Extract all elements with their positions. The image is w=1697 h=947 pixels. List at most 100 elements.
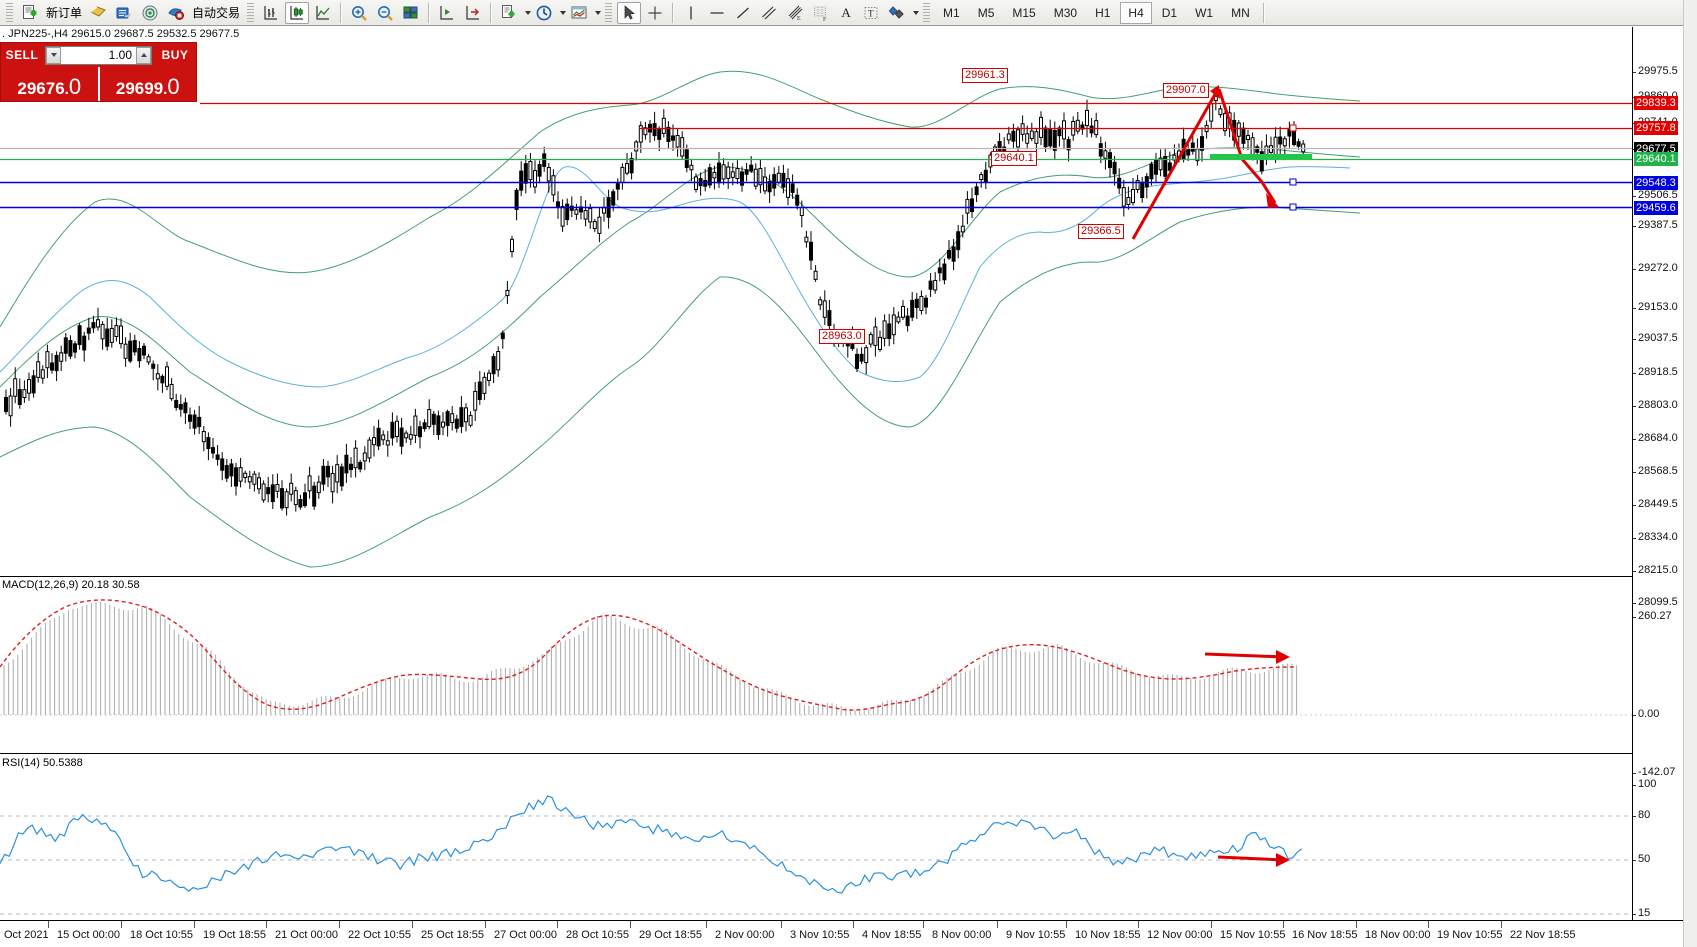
autoscroll-icon[interactable] [435,2,459,24]
shapes-icon[interactable] [885,2,909,24]
zoom-in-icon[interactable] [347,2,371,24]
templates-dropdown-caret[interactable] [525,10,532,15]
timeframe-m15[interactable]: M15 [1012,5,1036,20]
label-icon[interactable]: T [859,2,883,24]
trendline-icon[interactable] [731,2,755,24]
volume-stepper[interactable]: 1.00 [45,45,152,65]
vertical-scrollbar[interactable] [1683,0,1697,947]
volume-increment-button[interactable] [136,46,151,64]
timeframe-h1[interactable]: H1 [1095,5,1111,20]
timeframe-w1[interactable]: W1 [1195,5,1214,20]
macd-tick-2: -142.07 [1633,766,1675,778]
sell-order-tag[interactable]: 29757.8 [1634,121,1678,135]
volume-decrement-button[interactable] [46,46,61,64]
time-label-5: 22 Oct 10:55 [348,929,411,941]
fibonacci-icon[interactable]: E [783,2,807,24]
timeframe-m5[interactable]: M5 [977,5,995,20]
one-click-trading-panel[interactable]: SELL 1.00 BUY 29676 . 0 29699 . 0 [0,42,197,102]
rsi-indicator-label[interactable]: RSI(14) 50.5388 [2,757,83,769]
buy-button[interactable]: BUY [161,48,189,62]
chart-shift-icon[interactable] [461,2,485,24]
cursor-icon[interactable] [617,1,642,24]
sell-button[interactable]: SELL [5,48,39,62]
time-label-14: 9 Nov 10:55 [1006,929,1066,941]
time-label-9: 29 Oct 18:55 [639,929,702,941]
price-tick-4: 29506.5 [1633,189,1678,201]
equidistant-channel-icon[interactable] [757,2,781,24]
time-tick-8 [557,921,558,928]
time-label-16: 12 Nov 00:00 [1147,929,1213,941]
toolbar-separator-5 [1262,2,1265,23]
resistance-line-tag[interactable]: 29839.3 [1634,96,1678,110]
annotation-28963[interactable]: 28963.0 [819,329,865,344]
chart-area[interactable]: 29961.3 29907.0 29640.1 29366.5 28963.0 … [0,27,1697,947]
buy-price[interactable]: 29699 . 0 [100,67,197,101]
text-icon[interactable]: A [841,4,851,20]
zoom-out-icon[interactable] [373,2,397,24]
annotation-29366[interactable]: 29366.5 [1078,224,1124,239]
time-axis[interactable]: Oct 2021 15 Oct 00:00 18 Oct 10:55 19 Oct 1… [0,920,1697,947]
toolbar-grip-3[interactable] [605,2,613,23]
time-tick-13 [923,921,924,928]
macd-indicator-label[interactable]: MACD(12,26,9) 20.18 30.58 [2,579,140,591]
time-label-8: 28 Oct 10:55 [566,929,629,941]
timeframe-d1[interactable]: D1 [1161,5,1178,20]
price-tick-14: 28334.0 [1633,531,1678,543]
time-tick-2 [121,921,122,928]
rsi-tick-0: 100 [1633,778,1656,790]
signals-icon[interactable] [138,2,162,24]
time-label-20: 19 Nov 10:55 [1437,929,1503,941]
toolbar-grip-2[interactable] [247,2,255,23]
time-label-1: 15 Oct 00:00 [57,929,120,941]
macd-pane[interactable] [0,578,1632,753]
timeframe-mn[interactable]: MN [1231,5,1250,20]
shapes-dropdown-caret[interactable] [913,10,920,15]
new-order-label[interactable]: 新订单 [46,6,83,20]
crosshair-icon[interactable] [643,2,667,24]
auto-trading-label[interactable]: 自动交易 [192,6,241,20]
hline-icon[interactable] [705,2,729,24]
timeframe-h4[interactable]: H4 [1120,1,1152,24]
expert-advisors-icon[interactable] [86,2,110,24]
toolbar-grip-4[interactable] [923,2,931,23]
templates-icon[interactable] [497,2,521,24]
time-label-19: 18 Nov 00:00 [1365,929,1431,941]
annotation-29907[interactable]: 29907.0 [1163,83,1209,98]
rsi-pane[interactable] [0,755,1632,920]
sell-price[interactable]: 29676 . 0 [1,67,98,101]
rsi-tick-3: 15 [1633,907,1650,919]
auto-trading-icon[interactable] [164,2,188,24]
indicators-icon[interactable] [567,2,591,24]
price-pane[interactable] [0,27,1632,577]
data-window-icon[interactable] [112,2,136,24]
time-label-6: 25 Oct 18:55 [421,929,484,941]
time-tick-12 [853,921,854,928]
time-label-17: 15 Nov 10:55 [1220,929,1286,941]
time-tick-15 [1066,921,1067,928]
new-order-icon[interactable] [18,2,42,24]
equidistant-grid-icon[interactable]: F [809,2,833,24]
bar-chart-icon[interactable] [259,2,283,24]
support-lower-tag[interactable]: 29459.6 [1634,201,1678,215]
line-chart-icon[interactable] [311,2,335,24]
annotation-29961[interactable]: 29961.3 [962,68,1008,83]
time-label-11: 3 Nov 10:55 [790,929,850,941]
price-tick-5: 29387.5 [1633,219,1678,231]
period-icon[interactable] [532,2,556,24]
toolbar-grip[interactable] [6,2,13,23]
annotation-29640[interactable]: 29640.1 [991,151,1037,166]
candlestick-chart-icon[interactable] [285,1,310,24]
price-tick-15: 28215.0 [1633,564,1678,576]
time-tick-10 [706,921,707,928]
ask-price-tag[interactable]: 29640.1 [1634,152,1678,166]
time-tick-4 [266,921,267,928]
volume-value[interactable]: 1.00 [108,48,132,62]
timeframe-m30[interactable]: M30 [1053,5,1078,20]
vline-icon[interactable] [679,2,703,24]
time-tick-18 [1283,921,1284,928]
support-upper-tag[interactable]: 29548.3 [1634,176,1678,190]
timeframe-m1[interactable]: M1 [943,5,960,20]
grid-icon[interactable] [399,2,423,24]
indicators-dropdown-caret[interactable] [595,10,602,15]
period-dropdown-caret[interactable] [560,10,567,15]
